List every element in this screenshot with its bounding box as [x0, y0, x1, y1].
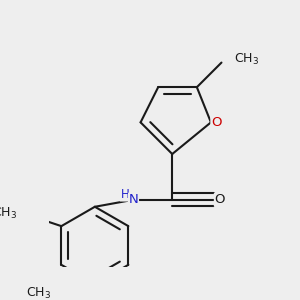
Text: CH$_3$: CH$_3$	[234, 52, 259, 67]
Text: O: O	[211, 116, 221, 129]
Text: CH$_3$: CH$_3$	[0, 206, 17, 221]
Text: CH$_3$: CH$_3$	[26, 285, 51, 300]
Text: H: H	[120, 188, 129, 201]
Text: O: O	[214, 193, 225, 206]
Text: N: N	[129, 193, 138, 206]
